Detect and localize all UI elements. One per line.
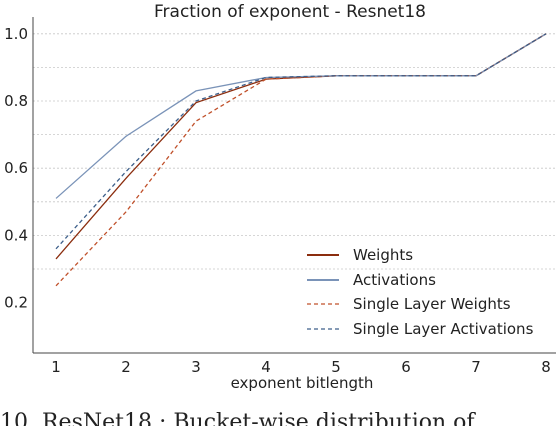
x-tick-label: 2 [121,358,131,376]
y-tick-label: 0.8 [4,92,28,110]
y-tick-label: 1.0 [4,25,28,43]
x-tick-label: 4 [261,358,271,376]
x-tick-labels: 1 2 3 4 5 6 7 8 [51,358,551,376]
legend-label: Weights [353,246,413,264]
legend-label: Single Layer Weights [353,295,511,313]
plot-frame [32,17,556,354]
series-line [55,33,547,250]
y-tick-label: 0.4 [4,226,28,244]
x-tick-label: 8 [541,358,551,376]
y-tick-label: 0.2 [4,294,28,312]
series-lines [55,33,547,287]
y-tick-label: 0.6 [4,159,28,177]
grid-lines [33,33,556,270]
x-tick-label: 6 [401,358,411,376]
x-tick-label: 5 [331,358,341,376]
x-axis-label: exponent bitlength [231,374,374,392]
legend-label: Activations [353,271,436,289]
x-tick-label: 1 [51,358,61,376]
series-line [55,33,547,287]
legend: Weights Activations Single Layer Weights Si… [307,246,534,338]
y-tick-labels: 0.2 0.4 0.6 0.8 1.0 [4,25,28,312]
x-tick-label: 3 [191,358,201,376]
chart-title: Fraction of exponent - Resnet18 [154,2,426,22]
x-tick-label: 7 [471,358,481,376]
line-chart: 1 2 3 4 5 6 7 8 0.2 0.4 0.6 0.8 1.0 Fraction of exp… [4,2,556,392]
legend-label: Single Layer Activations [353,320,534,338]
figure-caption: 10. ResNet18 : Bucket-wise distribution … [0,412,475,426]
series-line [55,33,547,199]
